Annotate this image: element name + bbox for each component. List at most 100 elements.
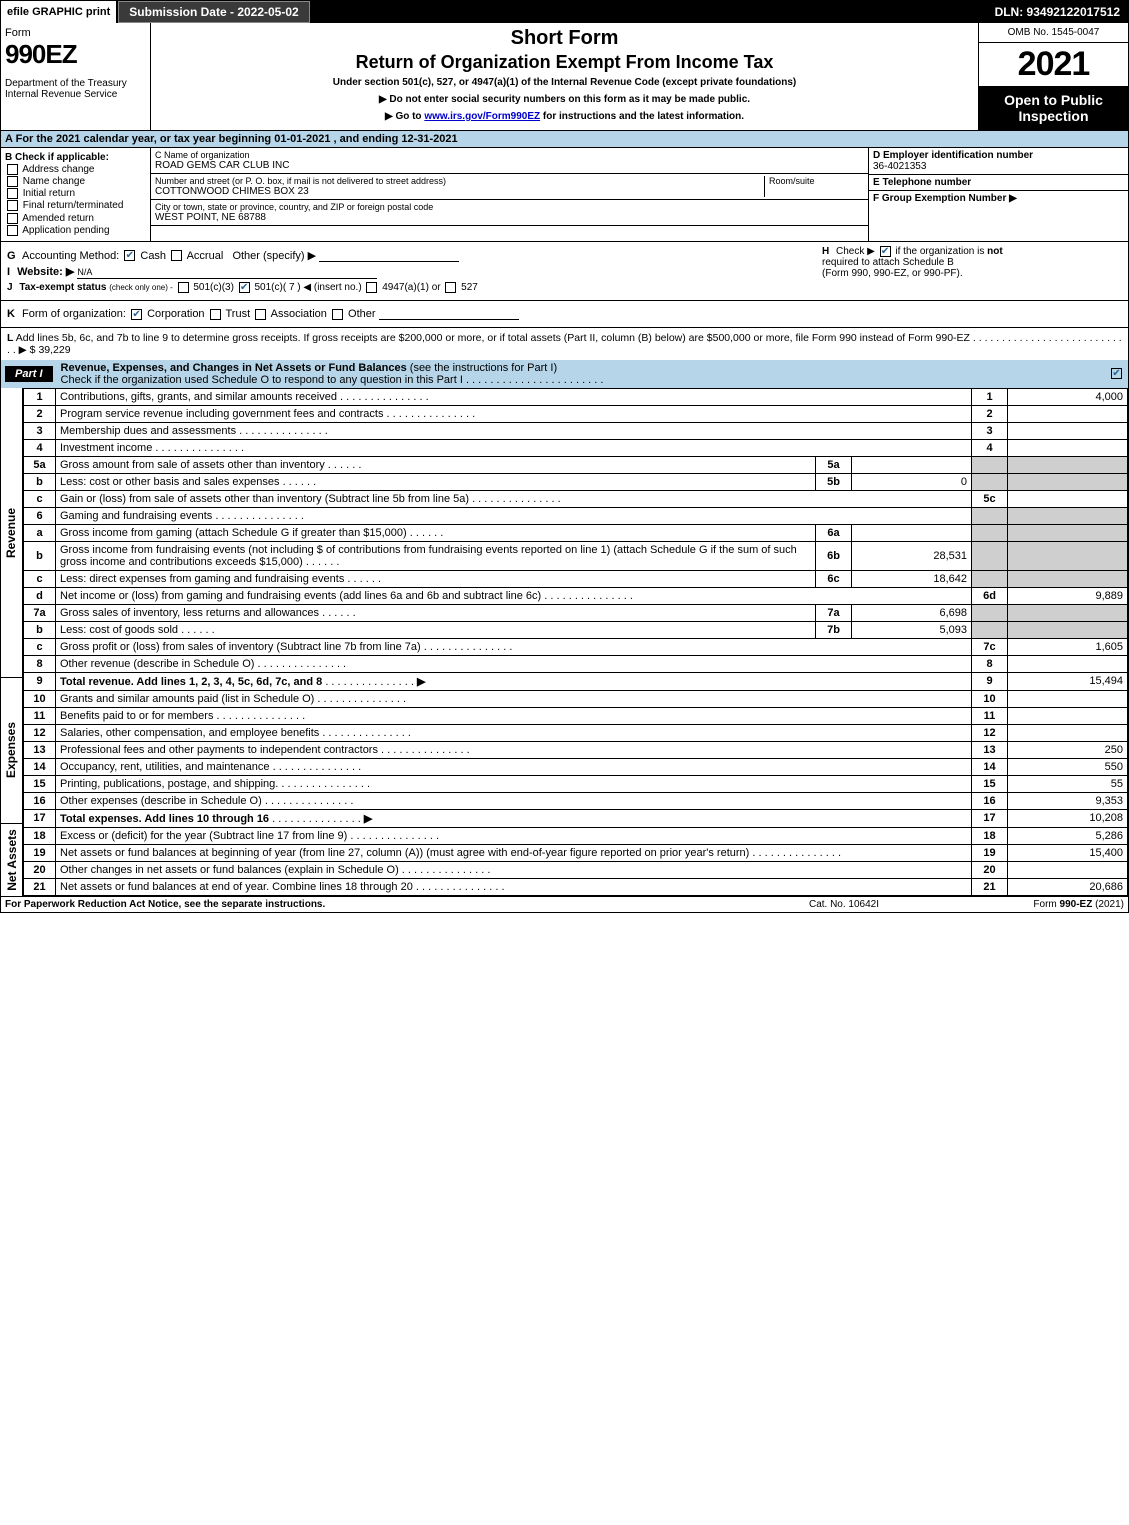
row-desc: Grants and similar amounts paid (list in… — [56, 690, 972, 707]
box-number: 6d — [972, 587, 1008, 604]
part-i-tag: Part I — [5, 366, 53, 382]
k-assoc-checkbox[interactable] — [255, 309, 266, 320]
amount-cell: 9,889 — [1008, 587, 1128, 604]
form-header: Form 990EZ Department of the Treasury In… — [1, 23, 1128, 131]
b-checkbox[interactable] — [7, 176, 18, 187]
g-accrual-checkbox[interactable] — [171, 250, 182, 261]
row-desc: Net income or (loss) from gaming and fun… — [56, 587, 972, 604]
mid-box-number: 5b — [816, 473, 852, 490]
form-number: 990EZ — [5, 39, 146, 70]
amount-cell: 20,686 — [1008, 878, 1128, 895]
box-number — [972, 473, 1008, 490]
table-row: dNet income or (loss) from gaming and fu… — [24, 587, 1128, 604]
amount-cell — [1008, 604, 1128, 621]
header-right: OMB No. 1545-0047 2021 Open to Public In… — [978, 23, 1128, 130]
b-check-item: Application pending — [5, 225, 146, 236]
j-501c3-checkbox[interactable] — [178, 282, 189, 293]
row-desc: Gross profit or (loss) from sales of inv… — [56, 638, 972, 655]
column-c: C Name of organization ROAD GEMS CAR CLU… — [151, 148, 868, 241]
box-number: 11 — [972, 707, 1008, 724]
title-return: Return of Organization Exempt From Incom… — [157, 52, 972, 73]
h-text2: if the organization is — [895, 246, 984, 257]
k-other-checkbox[interactable] — [332, 309, 343, 320]
tax-year: 2021 — [979, 43, 1128, 86]
c-city-row: City or town, state or province, country… — [151, 200, 868, 226]
k-o2: Trust — [225, 308, 250, 320]
table-row: 5aGross amount from sale of assets other… — [24, 456, 1128, 473]
f-row: F Group Exemption Number ▶ — [869, 191, 1128, 206]
row-desc: Contributions, gifts, grants, and simila… — [56, 388, 972, 405]
k-corp-checkbox[interactable] — [131, 309, 142, 320]
row-number: d — [24, 587, 56, 604]
b-checkbox[interactable] — [7, 188, 18, 199]
footer-center: Cat. No. 10642I — [744, 899, 944, 910]
h-text3: required to attach Schedule B — [822, 257, 954, 268]
row-desc: Gaming and fundraising events . . . . . … — [56, 507, 972, 524]
b-checkbox[interactable] — [7, 164, 18, 175]
amount-cell — [1008, 524, 1128, 541]
mid-box-number: 5a — [816, 456, 852, 473]
amount-cell — [1008, 456, 1128, 473]
table-row: 13Professional fees and other payments t… — [24, 741, 1128, 758]
subtitle: Under section 501(c), 527, or 4947(a)(1)… — [157, 77, 972, 88]
irs-link[interactable]: www.irs.gov/Form990EZ — [424, 111, 540, 122]
k-trust-checkbox[interactable] — [210, 309, 221, 320]
box-number: 14 — [972, 758, 1008, 775]
b-checkbox[interactable] — [7, 225, 18, 236]
amount-cell — [1008, 541, 1128, 570]
amount-cell — [1008, 724, 1128, 741]
amount-cell: 10,208 — [1008, 809, 1128, 827]
ein-value: 36-4021353 — [873, 161, 926, 172]
b-checklist: Address change Name change Initial retur… — [5, 164, 146, 236]
i-label: Website: ▶ — [17, 266, 74, 278]
amount-cell — [1008, 405, 1128, 422]
row-desc: Benefits paid to or for members . . . . … — [56, 707, 972, 724]
part-i-checkbox[interactable] — [1111, 368, 1122, 379]
box-number: 1 — [972, 388, 1008, 405]
header-left: Form 990EZ Department of the Treasury In… — [1, 23, 151, 130]
box-number — [972, 541, 1008, 570]
form-word: Form — [5, 27, 146, 39]
j-4947-checkbox[interactable] — [366, 282, 377, 293]
g-other: Other (specify) ▶ — [232, 250, 316, 262]
amount-cell — [1008, 570, 1128, 587]
row-desc: Less: direct expenses from gaming and fu… — [56, 570, 816, 587]
table-row: 14Occupancy, rent, utilities, and mainte… — [24, 758, 1128, 775]
table-row: 8Other revenue (describe in Schedule O) … — [24, 655, 1128, 672]
g-cash-checkbox[interactable] — [124, 250, 135, 261]
c-name-hint: C Name of organization — [155, 150, 864, 160]
row-number: c — [24, 638, 56, 655]
e-label: E Telephone number — [873, 177, 971, 188]
omb-number: OMB No. 1545-0047 — [979, 23, 1128, 43]
j-527-checkbox[interactable] — [445, 282, 456, 293]
box-number: 2 — [972, 405, 1008, 422]
j-501c-checkbox[interactable] — [239, 282, 250, 293]
j-label: Tax-exempt status — [19, 282, 106, 293]
g-cash: Cash — [140, 250, 166, 262]
b-checkbox[interactable] — [7, 200, 18, 211]
box-number — [972, 456, 1008, 473]
amount-cell — [1008, 439, 1128, 456]
h-text1: Check ▶ — [836, 246, 875, 257]
amount-cell: 15,494 — [1008, 672, 1128, 690]
h-checkbox[interactable] — [880, 246, 891, 257]
b-checkbox[interactable] — [7, 213, 18, 224]
mid-box-value: 18,642 — [852, 570, 972, 587]
j-o3: 4947(a)(1) or — [382, 282, 440, 293]
box-number — [972, 570, 1008, 587]
j-o1: 501(c)(3) — [193, 282, 234, 293]
amount-cell — [1008, 473, 1128, 490]
row-number: 19 — [24, 844, 56, 861]
row-number: 5a — [24, 456, 56, 473]
row-desc: Total expenses. Add lines 10 through 16 … — [56, 809, 972, 827]
header-center: Short Form Return of Organization Exempt… — [151, 23, 978, 130]
table-row: cLess: direct expenses from gaming and f… — [24, 570, 1128, 587]
f-label: F Group Exemption Number ▶ — [873, 193, 1017, 204]
line-a-text: For the 2021 calendar year, or tax year … — [16, 133, 458, 145]
title-short-form: Short Form — [157, 27, 972, 50]
h-text4: (Form 990, 990-EZ, or 990-PF). — [822, 268, 963, 279]
b-check-item: Amended return — [5, 213, 146, 224]
row-number: 2 — [24, 405, 56, 422]
box-number: 4 — [972, 439, 1008, 456]
table-row: 16Other expenses (describe in Schedule O… — [24, 792, 1128, 809]
